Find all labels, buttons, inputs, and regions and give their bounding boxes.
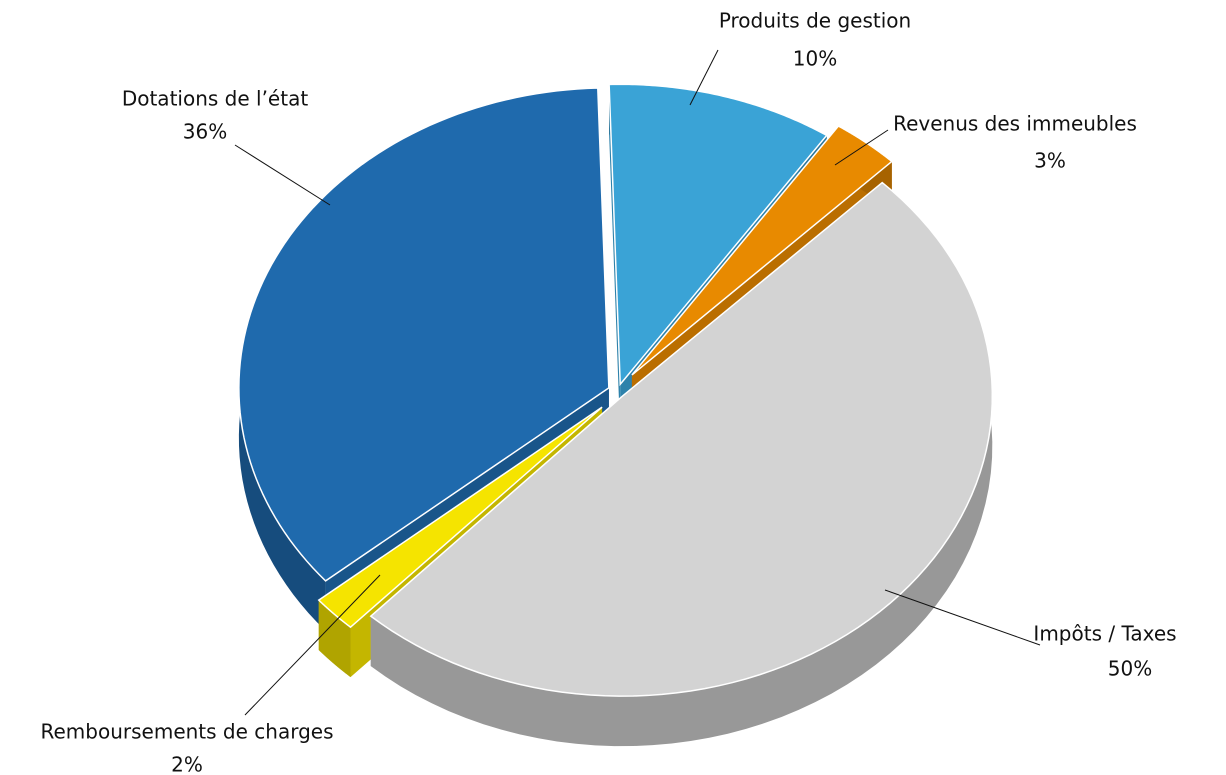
pie-slice (238, 87, 610, 582)
slice-value-label: 10% (793, 47, 837, 71)
slice-outer-side (318, 600, 351, 678)
leader-line (234, 144, 331, 206)
slice-label: Impôts / Taxes (1033, 622, 1176, 646)
slice-value-label: 50% (1108, 657, 1152, 681)
pie-slice (608, 83, 828, 387)
leader-line (884, 589, 1041, 646)
slice-value-label: 3% (1034, 149, 1066, 173)
leader-line (834, 129, 889, 166)
leader-line (244, 574, 381, 716)
slice-value-label: 2% (171, 753, 203, 775)
pie-slice (317, 406, 603, 629)
slice-label: Produits de gestion (719, 9, 911, 33)
slice-label: Revenus des immeubles (893, 112, 1137, 136)
leader-line (689, 49, 719, 106)
slice-label: Remboursements de charges (41, 720, 334, 744)
slice-label: Dotations de l’état (122, 87, 308, 111)
pie-slice (369, 181, 994, 697)
slice-tops (238, 83, 994, 697)
slice-value-label: 36% (183, 120, 227, 144)
pie-slice (631, 125, 893, 376)
